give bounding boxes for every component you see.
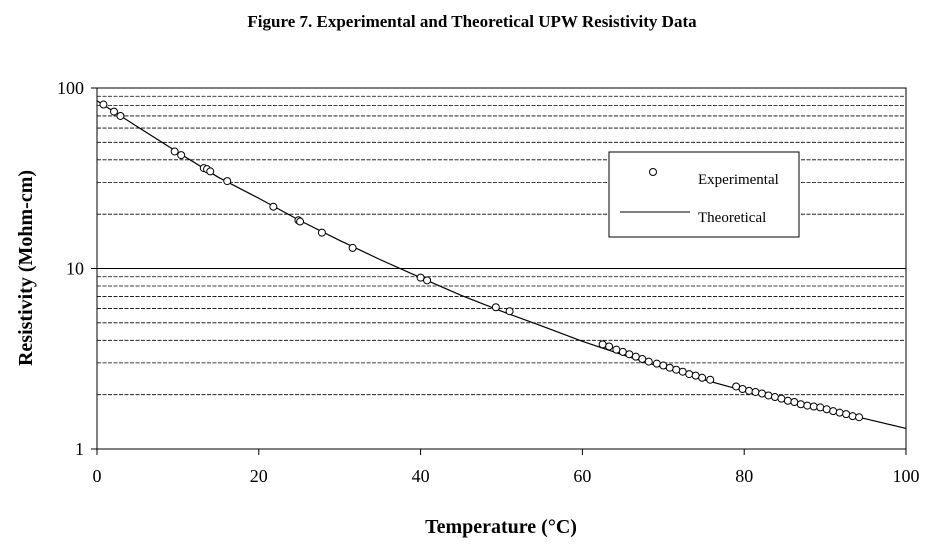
- experimental-point: [842, 410, 851, 419]
- experimental-point: [423, 276, 432, 285]
- experimental-point: [685, 370, 694, 379]
- experimental-point: [770, 393, 779, 402]
- x-tick-label: 60: [573, 466, 591, 486]
- experimental-point: [269, 202, 278, 211]
- legend: Experimental Theoretical: [608, 151, 800, 238]
- experimental-point: [738, 384, 747, 393]
- experimental-point: [698, 373, 707, 382]
- chart-title: Figure 7. Experimental and Theoretical U…: [247, 12, 697, 31]
- experimental-point: [803, 401, 812, 410]
- experimental-point: [665, 363, 674, 372]
- experimental-point: [848, 412, 857, 421]
- experimental-point: [809, 402, 818, 411]
- x-tick-label: 100: [893, 466, 920, 486]
- experimental-point: [672, 365, 681, 374]
- experimental-point: [348, 243, 357, 252]
- experimental-point: [317, 228, 326, 237]
- y-axis-label: Resistivity (Mohm-cm): [15, 170, 37, 366]
- experimental-point: [416, 273, 425, 282]
- experimental-series: [99, 100, 864, 422]
- x-tick-label: 0: [93, 466, 102, 486]
- experimental-point: [855, 413, 864, 422]
- x-tick-label: 80: [735, 466, 753, 486]
- experimental-point: [598, 340, 607, 349]
- legend-experimental-marker: [649, 168, 657, 176]
- experimental-point: [751, 387, 760, 396]
- experimental-point: [758, 389, 766, 398]
- experimental-point: [638, 355, 647, 364]
- theoretical-line: [96, 100, 907, 430]
- axis-ticks: 0 20 40 60 80 100 1 10 100: [57, 78, 920, 486]
- experimental-point: [116, 111, 125, 120]
- experimental-point: [644, 357, 653, 366]
- legend-experimental-label: Experimental: [698, 172, 779, 188]
- experimental-point: [618, 347, 627, 356]
- y-tick-label: 1: [75, 439, 84, 459]
- experimental-point: [612, 345, 621, 354]
- experimental-point: [732, 382, 741, 391]
- experimental-point: [223, 177, 232, 186]
- experimental-point: [764, 391, 773, 400]
- experimental-point: [822, 405, 831, 414]
- experimental-point: [796, 400, 805, 409]
- experimental-point: [678, 367, 687, 376]
- theoretical-series: [96, 100, 907, 430]
- experimental-point: [177, 151, 186, 160]
- experimental-point: [631, 352, 640, 361]
- experimental-point: [505, 307, 514, 316]
- experimental-point: [296, 217, 305, 226]
- experimental-point: [691, 371, 700, 380]
- x-tick-label: 40: [412, 466, 430, 486]
- y-tick-label: 100: [57, 78, 84, 98]
- experimental-point: [745, 386, 754, 395]
- experimental-point: [783, 396, 792, 405]
- legend-box: [608, 151, 800, 238]
- experimental-point: [659, 361, 668, 370]
- gridlines: [97, 87, 906, 396]
- experimental-point: [816, 403, 825, 412]
- x-axis-label: Temperature (°C): [425, 516, 577, 538]
- experimental-point: [206, 167, 215, 176]
- experimental-point: [170, 147, 179, 156]
- x-tick-label: 20: [250, 466, 268, 486]
- experimental-point: [491, 303, 500, 312]
- experimental-point: [777, 394, 786, 403]
- experimental-point: [829, 407, 838, 416]
- experimental-point: [706, 375, 715, 384]
- experimental-point: [835, 408, 844, 417]
- y-tick-label: 10: [66, 259, 84, 279]
- experimental-point: [790, 398, 799, 407]
- experimental-point: [109, 107, 118, 116]
- experimental-point: [652, 359, 661, 368]
- legend-theoretical-label: Theoretical: [698, 210, 766, 226]
- experimental-point: [625, 350, 634, 359]
- experimental-point: [605, 342, 614, 351]
- experimental-point: [99, 100, 108, 109]
